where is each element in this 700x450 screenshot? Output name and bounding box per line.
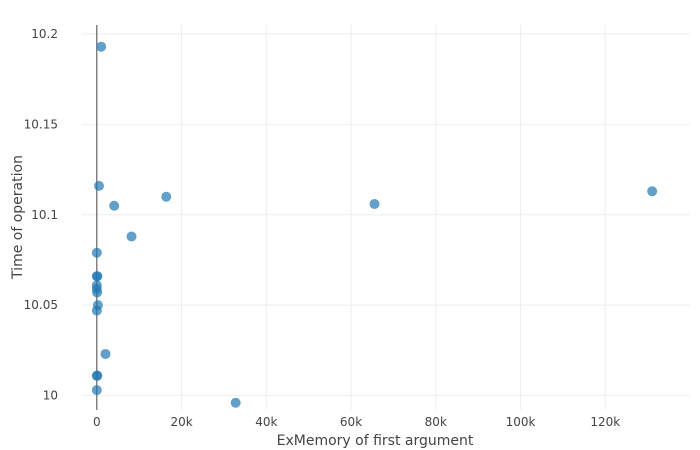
grid: [82, 25, 690, 410]
data-point[interactable]: [91, 385, 102, 396]
x-axis-title: ExMemory of first argument: [277, 433, 474, 449]
data-point[interactable]: [91, 305, 102, 316]
data-point[interactable]: [96, 41, 107, 52]
y-tick-label: 10.2: [31, 27, 58, 41]
data-point[interactable]: [92, 271, 103, 282]
x-tick-label: 0: [93, 415, 101, 429]
y-tick-label: 10.1: [31, 208, 58, 222]
x-tick-label: 120k: [590, 415, 620, 429]
data-point[interactable]: [230, 397, 241, 408]
y-tick-label: 10.15: [24, 117, 58, 131]
data-point[interactable]: [92, 370, 103, 381]
data-points: [91, 41, 658, 408]
data-point[interactable]: [369, 198, 380, 209]
x-tick-label: 40k: [255, 415, 277, 429]
data-point[interactable]: [647, 186, 658, 197]
x-tick-label: 100k: [506, 415, 536, 429]
data-point[interactable]: [92, 287, 103, 298]
data-point[interactable]: [109, 200, 120, 211]
data-point[interactable]: [126, 231, 137, 242]
data-point[interactable]: [93, 180, 104, 191]
data-point[interactable]: [161, 191, 172, 202]
data-point[interactable]: [100, 348, 111, 359]
y-tick-label: 10: [43, 389, 58, 403]
data-point[interactable]: [91, 247, 102, 258]
x-tick-label: 60k: [340, 415, 362, 429]
x-tick-label: 20k: [170, 415, 192, 429]
tick-labels: 0 20k 40k 60k 80k 100k 120k 10 10.05 10.1 10.15 10.…: [24, 27, 621, 429]
y-axis-title: Time of operation: [10, 155, 26, 280]
x-tick-label: 80k: [425, 415, 447, 429]
y-tick-label: 10.05: [24, 298, 58, 312]
